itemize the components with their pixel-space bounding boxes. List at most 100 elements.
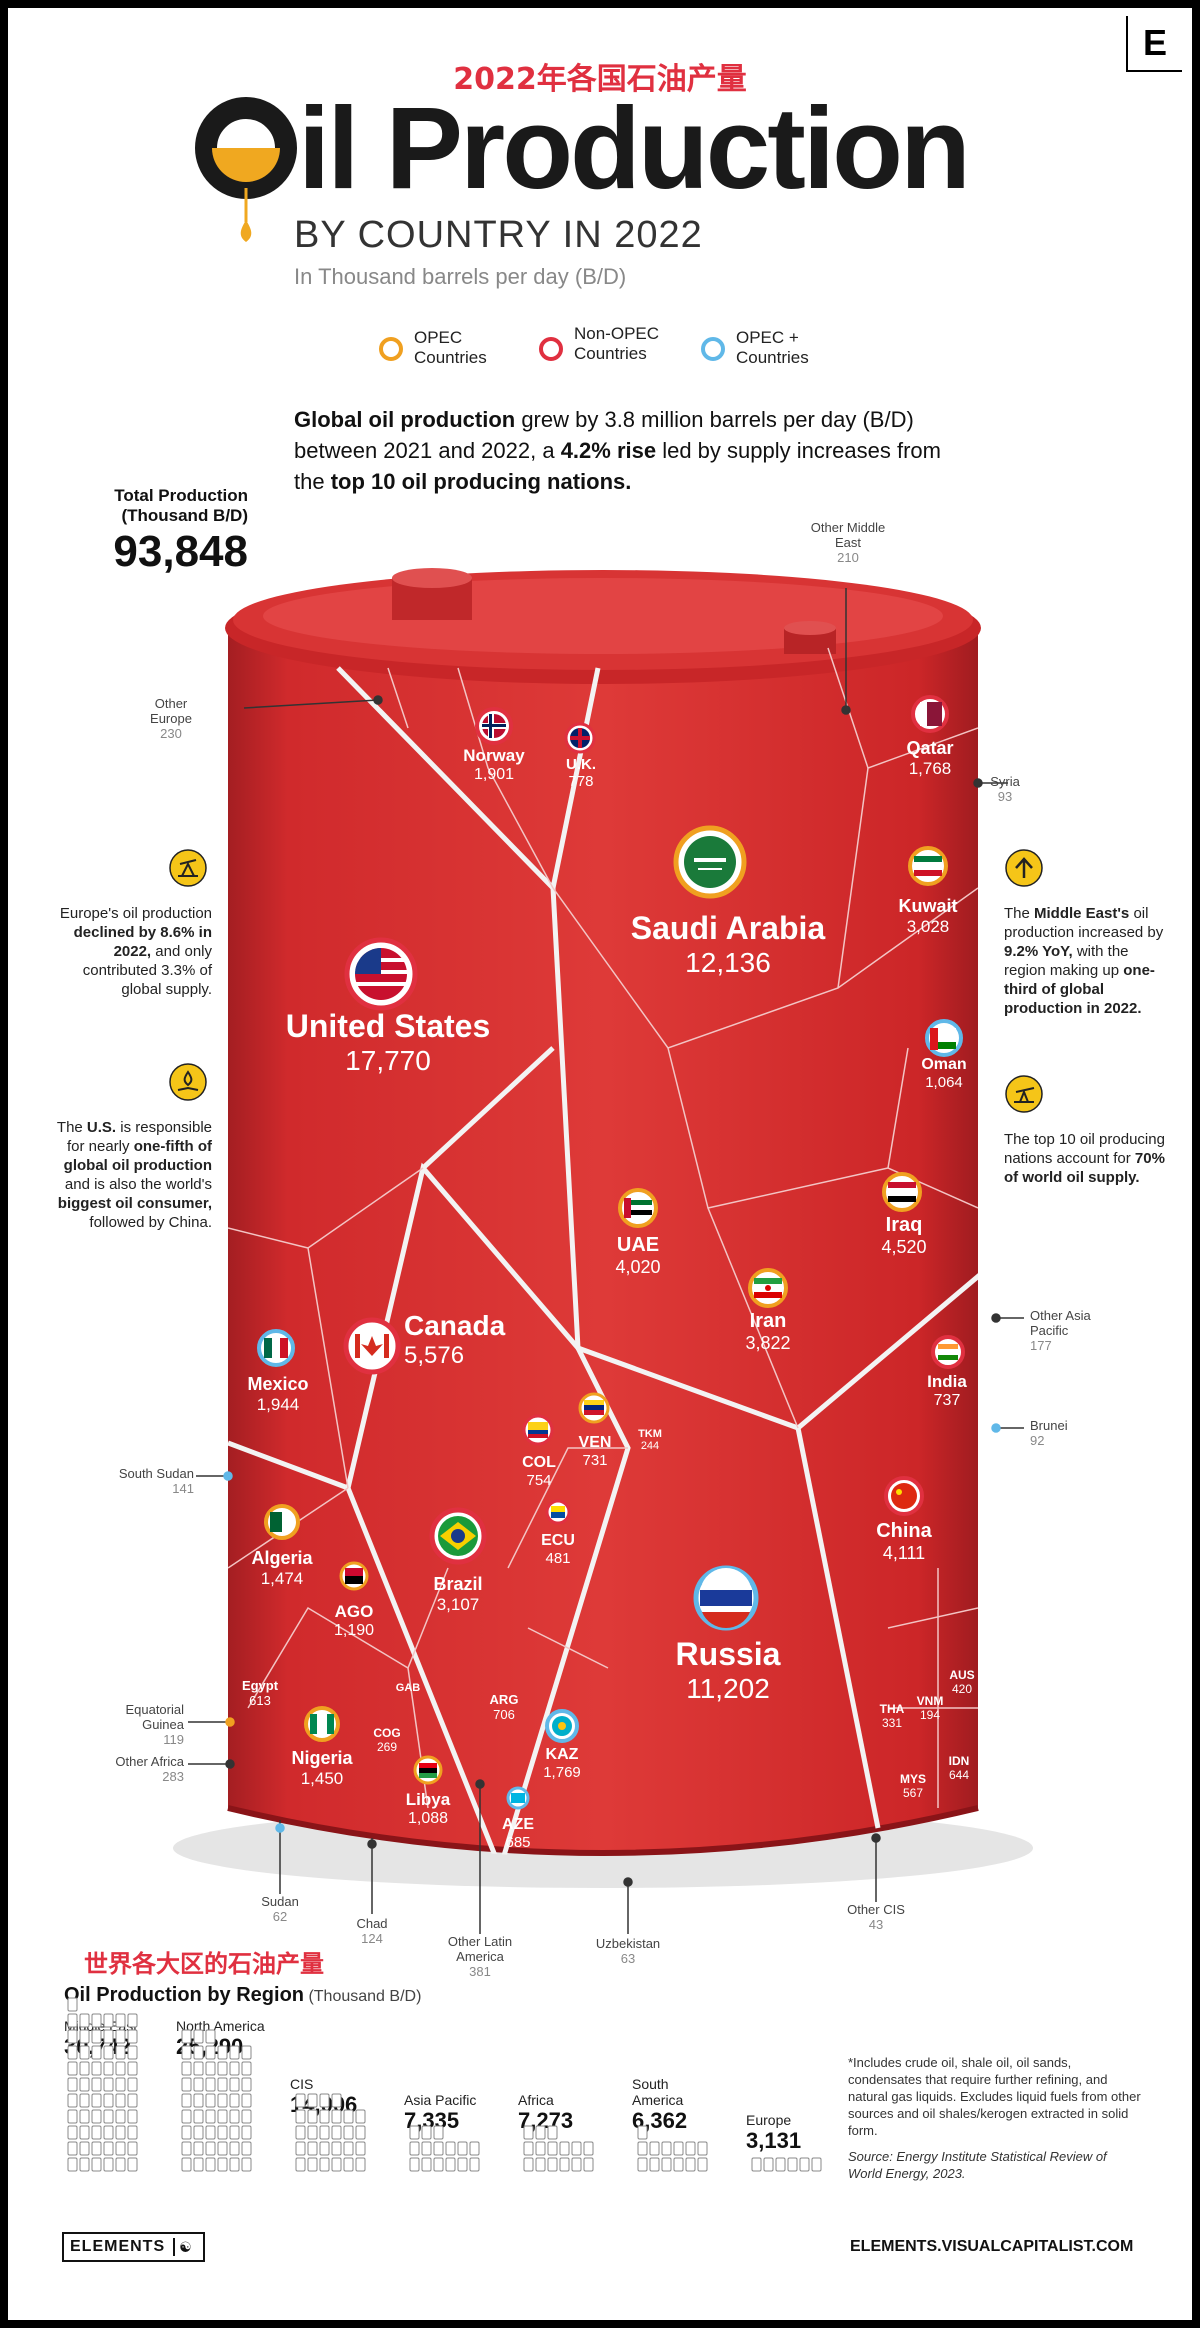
- legend-marker-opec-icon: [379, 337, 403, 361]
- country-value: 4,520: [881, 1237, 927, 1257]
- barrel-unit: [67, 2093, 78, 2108]
- brazil-flag-icon: [429, 1507, 487, 1565]
- region-name-2: America: [632, 2092, 684, 2108]
- callout-name: Other Africa: [115, 1754, 184, 1769]
- barrel-unit: [295, 2141, 306, 2156]
- barrel-unit: [193, 2045, 204, 2060]
- barrel-unit: [229, 2045, 240, 2060]
- barrel-unit: [67, 2061, 78, 2076]
- source: Source: Energy Institute Statistical Rev…: [848, 2149, 1107, 2181]
- country-value: 5,576: [404, 1342, 465, 1369]
- barrel-unit: [409, 2141, 420, 2156]
- barrel-unit: [103, 2109, 114, 2124]
- callout-name: Chad: [356, 1916, 388, 1931]
- label-algeria: Algeria 1,474: [232, 1548, 332, 1589]
- barrel-unit: [331, 2141, 342, 2156]
- barrel-unit: [91, 2141, 102, 2156]
- barrel-unit: [193, 2125, 204, 2140]
- barrel-unit: [103, 2093, 114, 2108]
- callout-value: 283: [162, 1769, 184, 1784]
- barrel-unit: [193, 2077, 204, 2092]
- note-bold: U.S.: [86, 1119, 117, 1136]
- uae-flag-icon: [618, 1188, 658, 1228]
- barrel-unit: [127, 2109, 138, 2124]
- barrel-unit: [295, 2109, 306, 2124]
- country-name: THA: [879, 1702, 905, 1716]
- barrel-unit: [193, 2061, 204, 2076]
- note-text: Europe's oil production: [59, 905, 212, 922]
- barrel-unit: [547, 2125, 558, 2140]
- country-value: 613: [249, 1693, 271, 1708]
- country-name: Saudi Arabia: [630, 910, 826, 946]
- barrel-unit: [547, 2157, 558, 2172]
- barrel-unit: [181, 2061, 192, 2076]
- note-text: The top 10 oil producing nations account…: [1004, 1131, 1165, 1167]
- label-iraq: Iraq 4,520: [854, 1214, 954, 1258]
- note-bold-3: biggest oil consumer,: [57, 1195, 212, 1212]
- barrel-unit: [799, 2157, 810, 2172]
- region-africa: Africa 7,273: [518, 2092, 618, 2134]
- flag-badges: [257, 695, 965, 1810]
- barrel-unit: [523, 2157, 534, 2172]
- barrel-unit: [583, 2141, 594, 2156]
- country-value: 269: [376, 1740, 398, 1754]
- barrel-unit: [343, 2157, 354, 2172]
- region-bar-europe: [751, 2157, 822, 2172]
- barrel-unit: [91, 2125, 102, 2140]
- region-name: Africa: [518, 2092, 554, 2108]
- barrel-unit: [91, 2013, 102, 2028]
- label-mexico: Mexico 1,944: [228, 1374, 328, 1415]
- region-name: South: [632, 2076, 669, 2092]
- barrel-unit: [79, 2045, 90, 2060]
- barrel-unit: [103, 2029, 114, 2044]
- libya-flag-icon: [413, 1755, 443, 1785]
- label-kuwait: Kuwait 3,028: [878, 896, 978, 937]
- country-name: United States: [285, 1008, 491, 1044]
- site-url[interactable]: ELEMENTS.VISUALCAPITALIST.COM: [850, 2238, 1133, 2256]
- country-name: Canada: [404, 1310, 506, 1341]
- barrel-unit: [181, 2045, 192, 2060]
- barrel-unit: [67, 2045, 78, 2060]
- callout-name: Equatorial Guinea: [125, 1702, 184, 1732]
- country-value: 331: [881, 1716, 903, 1730]
- barrel-unit: [205, 2141, 216, 2156]
- total-value: 93,848: [113, 527, 248, 576]
- barrel-unit: [79, 2093, 90, 2108]
- barrel-unit: [91, 2061, 102, 2076]
- country-value: 1,450: [300, 1769, 344, 1788]
- nigeria-flag-icon: [304, 1706, 340, 1742]
- label-iran: Iran 3,822: [718, 1310, 818, 1354]
- country-name: UAE: [616, 1234, 660, 1256]
- intro-text-1: grew by 3.8 million barrels per day (B/D…: [294, 407, 914, 463]
- infographic: E 2022年各国石油产量 il Production BY COUNTRY I…: [8, 8, 1192, 2320]
- barrel-unit: [217, 2093, 228, 2108]
- barrel-unit: [241, 2141, 252, 2156]
- barrel-unit: [295, 2093, 306, 2108]
- country-name: Qatar: [906, 738, 954, 758]
- barrel-unit: [217, 2077, 228, 2092]
- label-col: COL 754: [504, 1454, 574, 1489]
- label-united-states: United States 17,770: [238, 1008, 538, 1077]
- barrel-unit: [445, 2141, 456, 2156]
- barrel-unit: [355, 2157, 366, 2172]
- aze-flag-icon: [506, 1786, 530, 1810]
- region-bar-africa: [523, 2125, 594, 2172]
- country-value: 685: [505, 1834, 531, 1851]
- country-value: 731: [582, 1452, 608, 1469]
- barrel-unit: [673, 2157, 684, 2172]
- barrel-unit: [763, 2157, 774, 2172]
- country-value: 754: [526, 1472, 552, 1489]
- note-bold: 70% of world oil supply.: [1004, 1150, 1165, 1186]
- barrel-unit: [331, 2157, 342, 2172]
- barrel-unit: [217, 2109, 228, 2124]
- country-name: IDN: [948, 1754, 970, 1768]
- callout-value: 124: [361, 1931, 383, 1946]
- intro-bold-1: Global oil production: [294, 407, 516, 432]
- country-value: 11,202: [686, 1673, 770, 1704]
- country-name: China: [876, 1520, 932, 1542]
- barrel-unit: [103, 2013, 114, 2028]
- region-zh-title: 世界各大区的石油产量: [84, 1950, 324, 1978]
- oil-drop-o-icon: [195, 97, 297, 242]
- barrel-unit: [571, 2141, 582, 2156]
- elements-brand: ELEMENTS ☯: [62, 2232, 206, 2262]
